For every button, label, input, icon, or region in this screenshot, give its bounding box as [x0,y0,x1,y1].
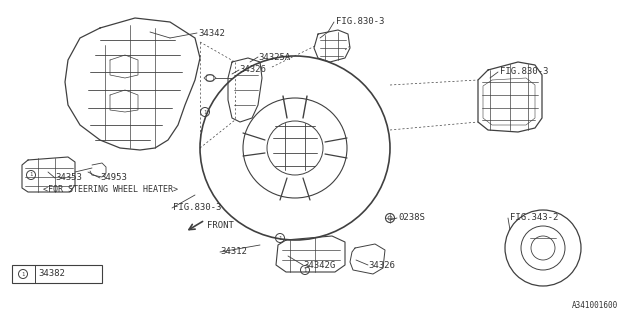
Text: 34325A: 34325A [258,52,291,61]
Text: 34342G: 34342G [303,260,335,269]
Text: 34382: 34382 [38,269,65,278]
Text: 34353: 34353 [55,173,82,182]
Text: FRONT: FRONT [207,220,234,229]
Bar [12,265,102,283]
Text: 34342: 34342 [198,28,225,37]
Text: 1: 1 [303,268,307,273]
Text: FIG.343-2: FIG.343-2 [510,213,558,222]
Text: 0238S: 0238S [398,213,425,222]
Text: FIG.830-3: FIG.830-3 [173,204,221,212]
Text: 1: 1 [21,271,24,276]
Text: <FOR STEERING WHEEL HEATER>: <FOR STEERING WHEEL HEATER> [43,186,178,195]
Text: 34326: 34326 [239,66,266,75]
Text: A341001600: A341001600 [572,300,618,309]
Text: 1: 1 [29,172,33,178]
Text: 34312: 34312 [220,247,247,257]
Text: 1: 1 [278,236,282,241]
Text: FIG.830-3: FIG.830-3 [336,18,385,27]
Text: 34953: 34953 [100,173,127,182]
Text: 1: 1 [204,109,207,115]
Text: 34326: 34326 [368,260,395,269]
Text: FIG.830-3: FIG.830-3 [500,68,548,76]
